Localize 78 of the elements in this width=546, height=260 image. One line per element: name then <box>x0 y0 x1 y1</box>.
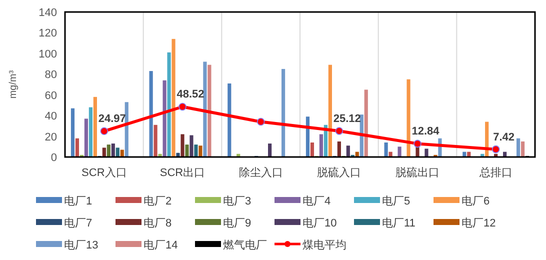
legend-label: 电厂6 <box>462 194 490 208</box>
legend-label: 电厂11 <box>382 216 416 230</box>
legend-label: 电厂7 <box>64 216 92 230</box>
bar <box>116 148 120 157</box>
bar <box>194 144 198 157</box>
legend-label: 电厂4 <box>302 194 331 208</box>
legend-label: 电厂14 <box>144 238 178 252</box>
bar <box>102 148 106 157</box>
data-label: 7.42 <box>493 131 515 144</box>
point <box>335 127 344 135</box>
bar <box>520 141 525 157</box>
bar <box>398 146 402 157</box>
bar <box>180 134 184 157</box>
bar <box>228 83 232 157</box>
bar <box>346 146 350 157</box>
bar <box>176 152 180 157</box>
bar <box>424 148 428 157</box>
bar <box>149 71 153 157</box>
x-tick-label: 脱硫入口 <box>317 166 362 179</box>
bar <box>416 146 420 157</box>
bar <box>88 107 92 157</box>
x-tick-label: SCR出口 <box>160 166 206 179</box>
y-tick-label: 0 <box>50 152 57 164</box>
y-tick-label: 20 <box>44 131 57 144</box>
legend-label: 电厂9 <box>223 216 252 230</box>
y-tick-label: 100 <box>38 48 57 60</box>
legend-label: 电厂12 <box>462 216 496 230</box>
legend-label: 电厂13 <box>64 238 98 252</box>
bar <box>172 38 176 157</box>
x-tick-label: 总排口 <box>478 166 512 179</box>
bar <box>337 141 341 157</box>
bar <box>203 62 207 157</box>
bar <box>198 146 202 157</box>
legend-label: 电厂1 <box>64 194 92 208</box>
bar <box>70 108 75 157</box>
y-axis-title: mg/m³ <box>8 70 19 99</box>
bar <box>319 134 323 157</box>
y-tick-label: 40 <box>44 110 57 123</box>
point <box>256 118 265 126</box>
point <box>100 127 108 136</box>
bar <box>84 118 88 157</box>
bar <box>93 96 97 157</box>
y-tick-label: 60 <box>44 90 57 102</box>
point <box>414 140 422 148</box>
bar <box>124 102 128 157</box>
bar <box>281 68 286 157</box>
bar <box>364 90 368 157</box>
bar <box>208 64 212 157</box>
data-label: 12.84 <box>412 126 440 138</box>
y-tick-label: 120 <box>38 28 57 40</box>
bar <box>167 52 171 157</box>
bar <box>384 142 388 157</box>
y-tick-label: 140 <box>38 7 57 19</box>
bar <box>106 144 110 157</box>
point <box>178 102 186 111</box>
bar <box>406 79 410 157</box>
bar <box>328 64 332 157</box>
bar <box>154 124 158 157</box>
bar <box>162 80 166 157</box>
legend-label: 煤电平均 <box>302 238 346 252</box>
bar <box>111 144 115 157</box>
x-tick-label: 除尘入口 <box>238 166 283 179</box>
legend-label: 电厂2 <box>144 194 172 208</box>
bar <box>185 144 189 157</box>
legend-label: 电厂10 <box>302 216 337 230</box>
point <box>492 145 500 154</box>
y-tick-label: 80 <box>44 69 57 82</box>
x-tick-label: 脱硫出口 <box>396 166 440 179</box>
bar <box>75 138 80 157</box>
legend-label: 电厂3 <box>223 194 252 208</box>
bar <box>268 144 272 157</box>
x-tick-label: SCR入口 <box>82 166 127 179</box>
legend-label: 燃气电厂 <box>223 238 267 252</box>
bar <box>190 135 194 157</box>
legend-label: 电厂8 <box>144 216 172 230</box>
legend-label: 电厂5 <box>382 194 410 208</box>
bar <box>310 142 314 157</box>
bar <box>516 138 520 157</box>
